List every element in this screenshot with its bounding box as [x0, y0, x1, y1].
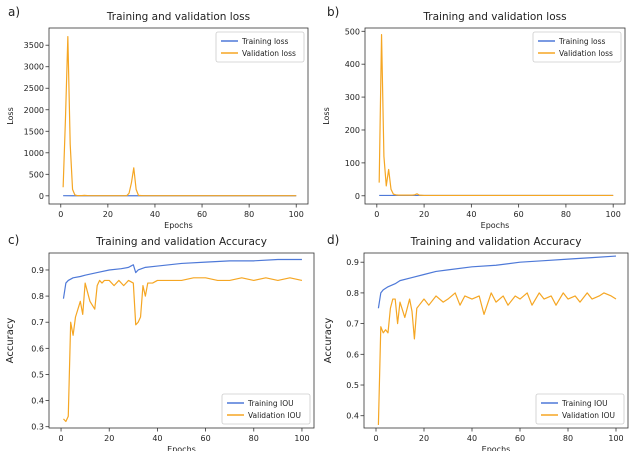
- x-axis-label: Epochs: [164, 221, 193, 230]
- chart-title: Training and validation Accuracy: [410, 236, 582, 248]
- chart-title: Training and validation loss: [106, 11, 250, 23]
- x-tick-label: 100: [289, 210, 304, 219]
- x-tick-label: 100: [294, 434, 309, 443]
- x-tick-label: 20: [104, 434, 114, 443]
- legend: Training IOU Validation IOU: [221, 393, 311, 425]
- legend-entry: Validation IOU: [248, 411, 301, 420]
- plot-frame: [48, 252, 315, 429]
- panel-label: c): [8, 233, 19, 247]
- series-line-validation: [62, 36, 297, 197]
- y-tick-label: 0.8: [31, 292, 44, 301]
- y-tick-label: 400: [345, 60, 360, 69]
- y-tick-label: 0.4: [346, 412, 359, 421]
- y-tick-label: 0: [39, 192, 44, 201]
- chart-title: Training and validation loss: [422, 11, 566, 23]
- y-tick-label: 300: [345, 93, 360, 102]
- y-tick-label: 0.5: [31, 370, 44, 379]
- y-tick-label: 0.5: [346, 381, 359, 390]
- panel-label: d): [327, 233, 339, 247]
- x-tick-label: 100: [608, 434, 623, 443]
- plot-frame: [48, 27, 309, 205]
- legend-entry: Training IOU: [247, 399, 294, 408]
- x-tick-label: 0: [58, 210, 63, 219]
- y-axis-label: Loss: [322, 107, 331, 125]
- y-tick-label: 0.4: [31, 397, 44, 406]
- chart-panel-3: c) Training and validation Accuracy Epochs…: [5, 233, 315, 451]
- y-axis-label: Accuracy: [323, 318, 334, 364]
- x-tick-label: 0: [373, 434, 378, 443]
- legend-box: [221, 393, 311, 425]
- x-tick-label: 80: [244, 210, 254, 219]
- x-tick-label: 0: [374, 210, 379, 219]
- y-tick-label: 100: [345, 159, 360, 168]
- legend-entry: Validation IOU: [562, 411, 615, 420]
- legend: Training IOU Validation IOU: [535, 393, 625, 425]
- x-axis-label: Epochs: [482, 445, 511, 451]
- x-tick-label: 20: [103, 210, 113, 219]
- legend-box: [535, 393, 625, 425]
- legend-entry: Training loss: [558, 37, 606, 46]
- x-tick-label: 40: [152, 434, 162, 443]
- y-tick-label: 2500: [24, 84, 44, 93]
- x-tick-label: 100: [606, 210, 621, 219]
- y-tick-label: 2000: [24, 106, 44, 115]
- x-tick-label: 80: [249, 434, 259, 443]
- y-tick-label: 0.7: [346, 320, 359, 329]
- panel-label: b): [327, 5, 339, 19]
- y-tick-label: 1000: [24, 149, 44, 158]
- series-line-validation: [378, 33, 614, 197]
- y-tick-label: 0.8: [346, 289, 359, 298]
- y-axis-label: Loss: [6, 107, 15, 125]
- y-tick-label: 0.3: [31, 423, 44, 432]
- y-tick-label: 1500: [24, 127, 44, 136]
- x-tick-label: 40: [467, 434, 477, 443]
- y-tick-label: 500: [345, 27, 360, 36]
- y-tick-label: 3500: [24, 41, 44, 50]
- series-line-training: [377, 255, 617, 309]
- series-line-training: [62, 258, 302, 299]
- y-tick-label: 0.6: [31, 344, 44, 353]
- x-axis-label: Epochs: [167, 445, 196, 451]
- y-tick-label: 0.6: [346, 350, 359, 359]
- y-tick-label: 0.9: [31, 266, 44, 275]
- x-tick-label: 40: [150, 210, 160, 219]
- legend-entry: Validation loss: [559, 49, 613, 58]
- legend-entry: Validation loss: [242, 49, 296, 58]
- chart-panel-1: a) Training and validation loss Epochs Loss…: [6, 5, 309, 230]
- legend-entry: Training loss: [241, 37, 289, 46]
- y-tick-label: 0.9: [346, 258, 359, 267]
- x-tick-label: 60: [514, 210, 524, 219]
- x-tick-label: 60: [200, 434, 210, 443]
- plot-frame: [364, 27, 626, 205]
- legend: Training loss Validation loss: [532, 31, 622, 63]
- chart-panel-2: b) Training and validation loss Epochs Loss…: [322, 5, 626, 230]
- x-tick-label: 60: [515, 434, 525, 443]
- series-line-validation: [377, 292, 617, 425]
- x-tick-label: 60: [197, 210, 207, 219]
- legend-box: [532, 31, 622, 63]
- x-tick-label: 80: [561, 210, 571, 219]
- y-tick-label: 200: [345, 126, 360, 135]
- x-tick-label: 40: [466, 210, 476, 219]
- plot-frame: [363, 252, 629, 429]
- chart-title: Training and validation Accuracy: [95, 236, 267, 248]
- y-tick-label: 0: [355, 192, 360, 201]
- legend-entry: Training IOU: [561, 399, 608, 408]
- y-tick-label: 0.7: [31, 318, 44, 327]
- y-tick-label: 3000: [24, 63, 44, 72]
- panel-label: a): [8, 5, 20, 19]
- y-axis-label: Accuracy: [5, 318, 16, 364]
- y-tick-label: 500: [29, 170, 44, 179]
- x-tick-label: 20: [419, 210, 429, 219]
- x-tick-label: 20: [419, 434, 429, 443]
- x-tick-label: 80: [563, 434, 573, 443]
- series-line-validation: [63, 277, 303, 423]
- legend-box: [215, 31, 305, 63]
- legend: Training loss Validation loss: [215, 31, 305, 63]
- chart-panel-4: d) Training and validation Accuracy Epochs…: [323, 233, 629, 451]
- panels: a) Training and validation loss Epochs Loss…: [5, 5, 629, 451]
- x-axis-label: Epochs: [481, 221, 510, 230]
- x-tick-label: 0: [58, 434, 63, 443]
